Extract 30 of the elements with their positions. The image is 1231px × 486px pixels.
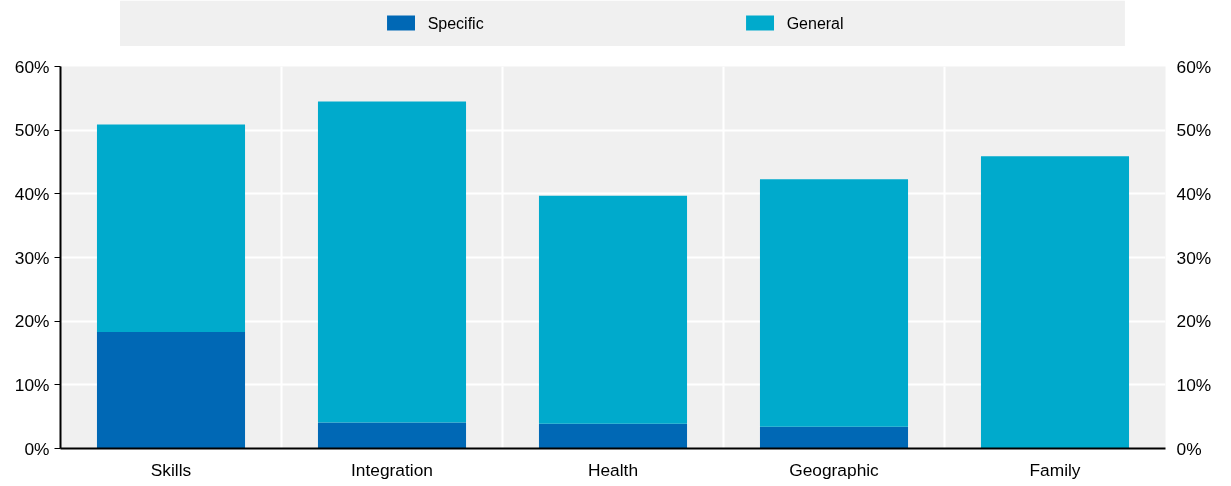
y2-tick-label: 0% — [1176, 438, 1202, 459]
x-tick-label: Integration — [351, 459, 433, 480]
y2-tick-label: 30% — [1176, 247, 1212, 268]
y-tick-label: 20% — [14, 311, 50, 332]
y-tick-label: 10% — [14, 374, 50, 395]
legend-label: General — [786, 15, 844, 32]
y2-tick-label: 60% — [1176, 56, 1212, 77]
y2-tick-label: 50% — [1176, 120, 1212, 141]
y2-tick-label: 20% — [1176, 311, 1212, 332]
bar — [96, 124, 246, 332]
x-tick-label: Family — [1029, 459, 1081, 480]
y2-tick-label: 40% — [1176, 183, 1212, 204]
bar — [317, 101, 467, 423]
x-tick-label: Skills — [150, 459, 192, 480]
bar — [96, 331, 246, 449]
bar — [538, 195, 688, 424]
y-tick-label: 40% — [14, 183, 50, 204]
y-tick-label: 50% — [14, 120, 50, 141]
x-tick-label: Health — [587, 459, 639, 480]
y-tick-label: 0% — [24, 438, 50, 459]
bar — [317, 422, 467, 449]
y-tick-label: 60% — [14, 56, 50, 77]
y-tick-label: 30% — [14, 247, 50, 268]
bar — [538, 423, 688, 449]
bar — [759, 426, 909, 449]
y2-tick-label: 10% — [1176, 374, 1212, 395]
x-tick-label: Geographic — [789, 459, 880, 480]
bar — [980, 156, 1130, 449]
legend-label: Specific — [427, 15, 484, 32]
bar — [759, 179, 909, 427]
